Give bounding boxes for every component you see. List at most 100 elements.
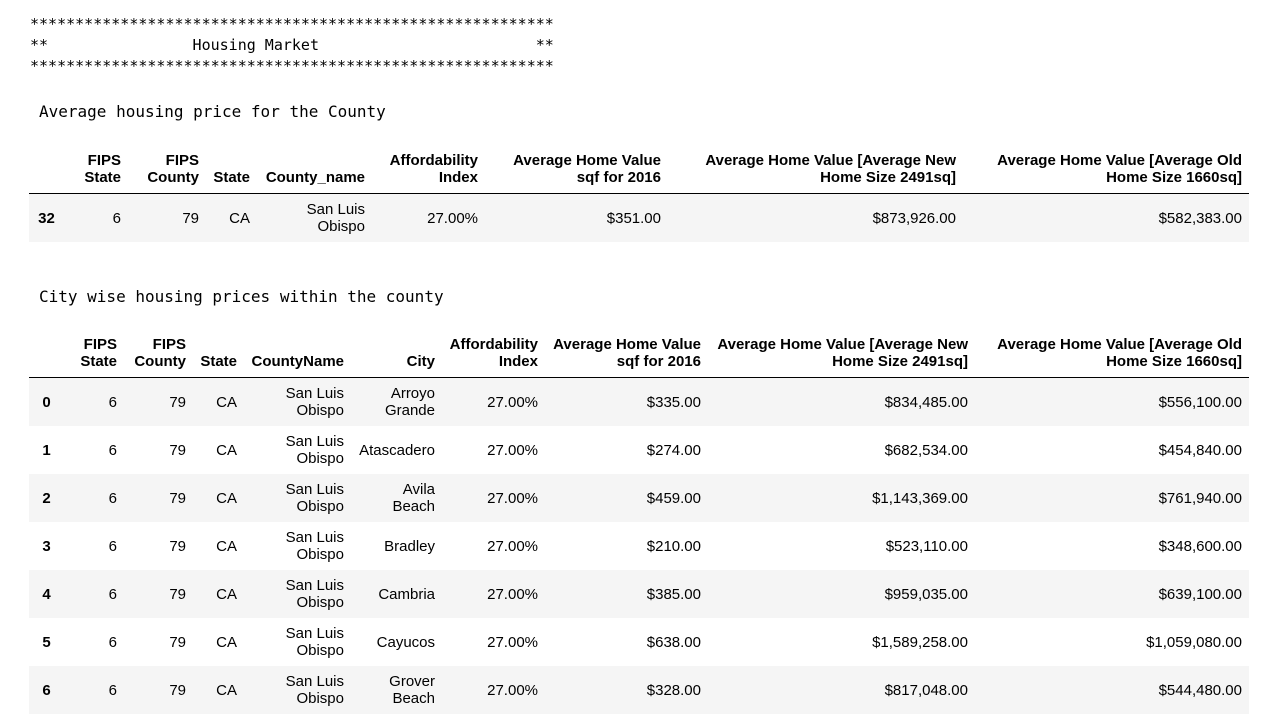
table-cell: San Luis Obispo: [244, 426, 351, 474]
table-cell: $638.00: [545, 618, 708, 666]
table-cell: Avila Beach: [351, 474, 442, 522]
table-cell: $1,143,369.00: [708, 474, 975, 522]
row-index: 6: [29, 666, 64, 714]
table-cell: $761,940.00: [975, 474, 1249, 522]
column-header: Average Home Value [Average Old Home Siz…: [975, 336, 1249, 378]
table-cell: 6: [64, 426, 124, 474]
housing-market-banner: ****************************************…: [30, 14, 554, 77]
table-cell: 6: [64, 570, 124, 618]
table-cell: 27.00%: [442, 522, 545, 570]
table-cell: 6: [64, 474, 124, 522]
table-cell: Bradley: [351, 522, 442, 570]
table-cell: $523,110.00: [708, 522, 975, 570]
column-header: FIPS State: [64, 336, 124, 378]
table-cell: $210.00: [545, 522, 708, 570]
table-cell: 27.00%: [442, 618, 545, 666]
table-cell: 79: [124, 378, 193, 427]
table-cell: $817,048.00: [708, 666, 975, 714]
banner-top-line: ****************************************…: [30, 14, 554, 35]
table-cell: $328.00: [545, 666, 708, 714]
table-cell: San Luis Obispo: [244, 522, 351, 570]
table-cell: CA: [193, 522, 244, 570]
row-index: 4: [29, 570, 64, 618]
table-cell: $385.00: [545, 570, 708, 618]
table-cell: $454,840.00: [975, 426, 1249, 474]
table-cell: $274.00: [545, 426, 708, 474]
table-cell: 79: [124, 618, 193, 666]
table-cell: $459.00: [545, 474, 708, 522]
column-header: State: [206, 152, 257, 194]
table-cell: $834,485.00: [708, 378, 975, 427]
table-cell: $582,383.00: [963, 194, 1249, 243]
table-cell: 79: [124, 522, 193, 570]
county-section-caption: Average housing price for the County: [39, 102, 386, 122]
column-header: Average Home Value [Average New Home Siz…: [708, 336, 975, 378]
table-cell: $556,100.00: [975, 378, 1249, 427]
row-index: 32: [29, 194, 64, 243]
column-header: FIPS County: [124, 336, 193, 378]
column-header: CountyName: [244, 336, 351, 378]
table-cell: San Luis Obispo: [244, 474, 351, 522]
column-header: Average Home Value sqf for 2016: [485, 152, 668, 194]
table-cell: $544,480.00: [975, 666, 1249, 714]
table-cell: 27.00%: [442, 378, 545, 427]
table-cell: Atascadero: [351, 426, 442, 474]
table-cell: $351.00: [485, 194, 668, 243]
banner-title: ** Housing Market **: [30, 35, 554, 56]
column-header: County_name: [257, 152, 372, 194]
table-cell: 6: [64, 618, 124, 666]
table-cell: $1,059,080.00: [975, 618, 1249, 666]
table-cell: Cayucos: [351, 618, 442, 666]
column-header: Average Home Value [Average Old Home Siz…: [963, 152, 1249, 194]
index-header: [29, 336, 64, 378]
table-cell: San Luis Obispo: [257, 194, 372, 243]
table-cell: 6: [64, 378, 124, 427]
table-cell: CA: [206, 194, 257, 243]
city-section-caption: City wise housing prices within the coun…: [39, 287, 444, 307]
table-cell: Cambria: [351, 570, 442, 618]
table-cell: 79: [124, 666, 193, 714]
column-header: FIPS County: [128, 152, 206, 194]
table-cell: $348,600.00: [975, 522, 1249, 570]
table-cell: $1,589,258.00: [708, 618, 975, 666]
row-index: 1: [29, 426, 64, 474]
table-cell: 79: [124, 474, 193, 522]
table-cell: 6: [64, 666, 124, 714]
table-cell: $959,035.00: [708, 570, 975, 618]
table-cell: $335.00: [545, 378, 708, 427]
table-cell: CA: [193, 618, 244, 666]
table-cell: CA: [193, 666, 244, 714]
column-header: FIPS State: [64, 152, 128, 194]
table-cell: San Luis Obispo: [244, 570, 351, 618]
table-cell: 27.00%: [442, 474, 545, 522]
table-cell: CA: [193, 378, 244, 427]
row-index: 2: [29, 474, 64, 522]
table-cell: $682,534.00: [708, 426, 975, 474]
table-cell: 79: [124, 570, 193, 618]
table-cell: CA: [193, 474, 244, 522]
table-cell: CA: [193, 426, 244, 474]
table-cell: Arroyo Grande: [351, 378, 442, 427]
column-header: Average Home Value [Average New Home Siz…: [668, 152, 963, 194]
table-cell: CA: [193, 570, 244, 618]
column-header: City: [351, 336, 442, 378]
table-cell: 6: [64, 522, 124, 570]
table-cell: 79: [128, 194, 206, 243]
table-cell: 27.00%: [442, 666, 545, 714]
column-header: Average Home Value sqf for 2016: [545, 336, 708, 378]
table-cell: $639,100.00: [975, 570, 1249, 618]
